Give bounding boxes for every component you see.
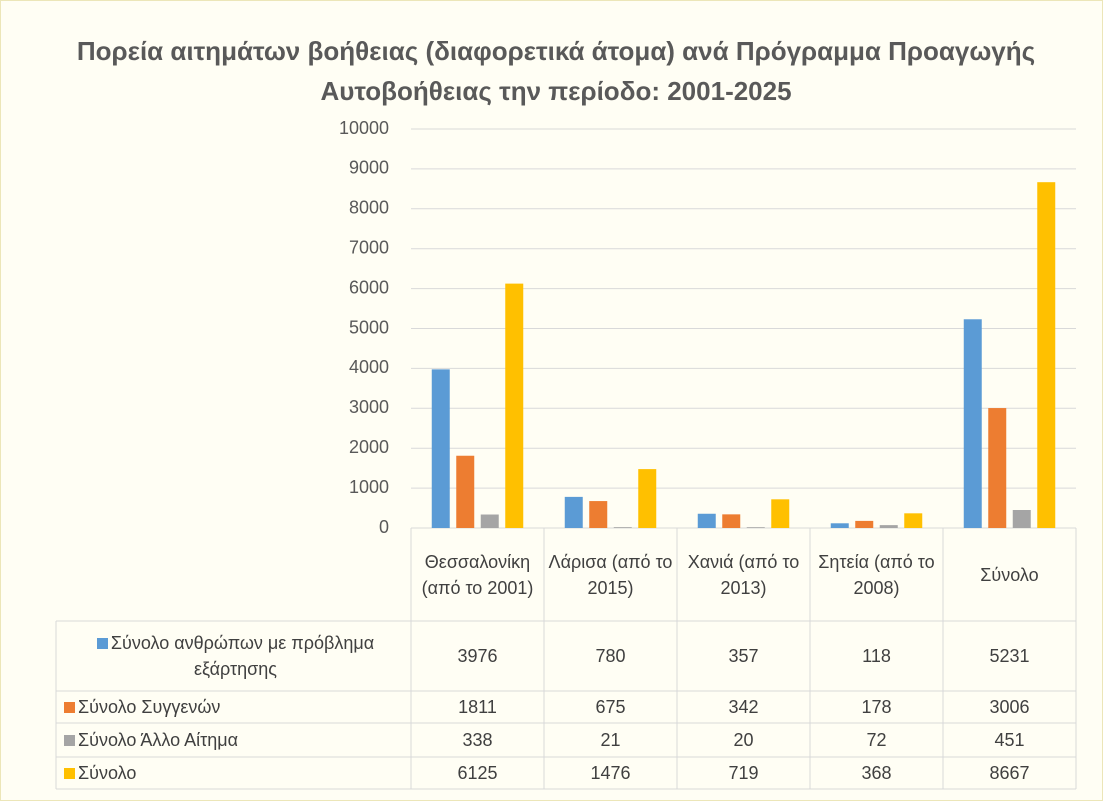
bar — [431, 369, 450, 528]
bar — [771, 499, 790, 528]
category-label: Σητεία (από το 2008) — [818, 551, 935, 598]
legend-swatch — [64, 735, 75, 746]
bar — [1012, 510, 1031, 528]
chart-title: Πορεία αιτημάτων βοήθειας (διαφορετικά ά… — [76, 36, 1036, 106]
legend-text: Σύνολο Άλλο Αίτημα — [64, 727, 238, 753]
bar — [613, 527, 632, 528]
series-name: Σύνολο Άλλο Αίτημα — [78, 730, 239, 750]
bar — [456, 455, 475, 528]
bar — [879, 525, 898, 528]
series-name: Σύνολο — [78, 763, 137, 783]
y-tick-label: 2000 — [349, 437, 389, 457]
bar — [480, 514, 499, 528]
series-name: Σύνολο Συγγενών — [78, 697, 221, 717]
bar — [855, 520, 874, 528]
bar — [830, 523, 849, 528]
category-label: Λάρισα (από το 2015) — [548, 551, 673, 598]
category-label: Χανιά (από το 2013) — [687, 551, 800, 598]
table-value: 118 — [862, 646, 891, 666]
table-value: 342 — [728, 697, 759, 717]
table-value: 719 — [728, 763, 759, 783]
category-label: Θεσσαλονίκη (από το 2001) — [421, 551, 534, 598]
table-value: 21 — [600, 730, 621, 750]
table-value: 1476 — [590, 763, 631, 783]
bar — [505, 283, 524, 528]
y-tick-label: 7000 — [349, 237, 389, 257]
y-tick-label: 6000 — [349, 277, 389, 297]
y-tick-label: 4000 — [349, 357, 389, 377]
bar — [564, 496, 583, 528]
bar — [589, 501, 608, 528]
legend-swatch — [64, 702, 75, 713]
bar — [697, 513, 716, 528]
legend-entry: Σύνολο — [56, 757, 411, 789]
bar — [638, 469, 657, 528]
bar — [988, 408, 1007, 528]
y-tick-label: 10000 — [339, 118, 389, 138]
table-value: 5231 — [989, 646, 1030, 666]
legend-text: Σύνολο — [64, 760, 136, 786]
table-value: 675 — [595, 697, 626, 717]
table-value: 178 — [861, 697, 892, 717]
bar — [746, 527, 765, 528]
legend-text: Σύνολο Συγγενών — [64, 694, 220, 720]
legend-entry: Σύνολο Συγγενών — [56, 691, 411, 723]
bar — [1037, 182, 1056, 528]
y-tick-label: 3000 — [349, 397, 389, 417]
legend-swatch — [64, 768, 75, 779]
legend-entry: Σύνολο Άλλο Αίτημα — [56, 723, 411, 757]
table-value: 20 — [733, 730, 754, 750]
bar — [722, 514, 741, 528]
y-tick-label: 5000 — [349, 317, 389, 337]
y-tick-label: 9000 — [349, 158, 389, 178]
table-value: 451 — [994, 730, 1025, 750]
table-value: 368 — [861, 763, 892, 783]
legend-swatch — [96, 638, 108, 649]
series-name: Σύνολο ανθρώπων με πρόβλημα εξάρτησης — [110, 633, 375, 679]
table-value: 357 — [728, 646, 759, 666]
legend-entry: Σύνολο ανθρώπων με πρόβλημα εξάρτησης — [56, 621, 411, 691]
category-label: Σύνολο — [980, 564, 1039, 585]
y-tick-label: 8000 — [349, 198, 389, 218]
table-value: 1811 — [458, 697, 497, 717]
table-value: 72 — [866, 730, 887, 750]
table-value: 3006 — [989, 697, 1030, 717]
table-value: 8667 — [989, 763, 1030, 783]
table-value: 338 — [462, 730, 493, 750]
bar — [963, 319, 982, 528]
table-value: 3976 — [457, 646, 498, 666]
y-tick-label: 1000 — [349, 477, 389, 497]
table-value: 780 — [595, 646, 626, 666]
bar — [904, 513, 923, 528]
legend-text: Σύνολο ανθρώπων με πρόβλημα εξάρτησης — [64, 630, 407, 682]
y-tick-label: 0 — [379, 517, 389, 537]
table-value: 6125 — [457, 763, 498, 783]
